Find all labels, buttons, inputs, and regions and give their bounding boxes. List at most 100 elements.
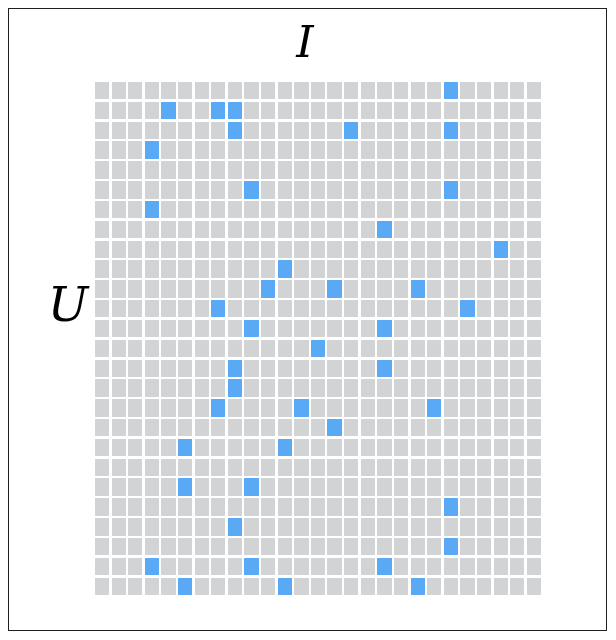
- matrix-cell: [427, 379, 442, 397]
- matrix-cell: [178, 498, 193, 516]
- matrix-cell: [493, 577, 508, 595]
- matrix-cell: [526, 280, 541, 298]
- matrix-cell: [178, 220, 193, 239]
- matrix-cell: [410, 557, 425, 576]
- matrix-cell: [277, 359, 292, 377]
- matrix-cell: [194, 200, 209, 219]
- matrix-cell: [443, 220, 458, 239]
- matrix-cell: [294, 300, 309, 318]
- matrix-cell: [261, 141, 276, 159]
- matrix-cell: [360, 478, 375, 496]
- matrix-cell: [327, 121, 342, 140]
- matrix-cell: [144, 300, 160, 318]
- matrix-cell: [443, 359, 458, 377]
- matrix-cell: [178, 82, 193, 100]
- matrix-cell: [310, 379, 326, 397]
- matrix-cell: [310, 319, 326, 338]
- matrix-cell: [128, 379, 143, 397]
- matrix-cell: [211, 537, 226, 556]
- matrix-cell: [327, 577, 342, 595]
- matrix-cell: [377, 181, 392, 199]
- matrix-cell: [277, 220, 292, 239]
- matrix-cell: [227, 438, 243, 457]
- matrix-cell: [493, 418, 508, 437]
- matrix-cell: [327, 498, 342, 516]
- matrix-cell: [377, 121, 392, 140]
- matrix-cell: [460, 498, 475, 516]
- matrix-cell: [526, 518, 541, 536]
- matrix-cell: [493, 438, 508, 457]
- matrix-cell: [178, 181, 193, 199]
- matrix-cell: [393, 260, 409, 278]
- matrix-cell: [194, 161, 209, 179]
- matrix-cell: [128, 537, 143, 556]
- matrix-cell: [493, 280, 508, 298]
- matrix-cell: [493, 121, 508, 140]
- matrix-cell: [377, 518, 392, 536]
- matrix-cell: [410, 537, 425, 556]
- matrix-cell: [178, 240, 193, 258]
- matrix-cell: [227, 141, 243, 159]
- matrix-cell: [178, 399, 193, 417]
- matrix-cell: [526, 577, 541, 595]
- matrix-cell: [377, 300, 392, 318]
- row-axis-label: U: [47, 277, 89, 333]
- matrix-cell: [344, 557, 359, 576]
- matrix-cell: [460, 478, 475, 496]
- matrix-cell: [427, 240, 442, 258]
- matrix-cell: [493, 557, 508, 576]
- matrix-cell: [377, 498, 392, 516]
- matrix-cell: [128, 498, 143, 516]
- matrix-cell: [244, 220, 259, 239]
- matrix-cell: [327, 339, 342, 358]
- matrix-cell: [360, 319, 375, 338]
- matrix-cell: [211, 577, 226, 595]
- matrix-cell: [427, 300, 442, 318]
- matrix-cell: [460, 181, 475, 199]
- matrix-cell: [227, 280, 243, 298]
- matrix-cell: [476, 359, 492, 377]
- matrix-cell: [427, 438, 442, 457]
- matrix-cell: [144, 220, 160, 239]
- matrix-cell: [327, 161, 342, 179]
- matrix-cell: [144, 359, 160, 377]
- matrix-cell: [476, 518, 492, 536]
- matrix-cell: [294, 537, 309, 556]
- matrix-cell: [178, 101, 193, 120]
- matrix-cell: [178, 121, 193, 140]
- matrix-cell: [427, 498, 442, 516]
- matrix-cell: [443, 418, 458, 437]
- matrix-cell: [277, 478, 292, 496]
- matrix-cell: [344, 200, 359, 219]
- matrix-cell: [194, 240, 209, 258]
- matrix-cell: [410, 220, 425, 239]
- matrix-cell: [277, 240, 292, 258]
- matrix-cell: [161, 577, 176, 595]
- matrix-cell: [410, 379, 425, 397]
- matrix-cell: [493, 478, 508, 496]
- matrix-cell: [178, 141, 193, 159]
- matrix-cell: [510, 418, 525, 437]
- matrix-cell: [144, 319, 160, 338]
- matrix-cell: [194, 280, 209, 298]
- matrix-cell: [493, 220, 508, 239]
- matrix-cell: [194, 82, 209, 100]
- matrix-cell: [310, 280, 326, 298]
- matrix-cell: [443, 82, 458, 100]
- matrix-cell: [178, 418, 193, 437]
- matrix-cell: [377, 339, 392, 358]
- matrix-cell: [227, 458, 243, 477]
- matrix-cell: [526, 220, 541, 239]
- matrix-cell: [526, 438, 541, 457]
- matrix-cell: [526, 161, 541, 179]
- matrix-cell: [526, 418, 541, 437]
- matrix-cell: [493, 200, 508, 219]
- matrix-cell: [161, 300, 176, 318]
- matrix-cell: [128, 260, 143, 278]
- matrix-cell: [393, 141, 409, 159]
- matrix-cell: [443, 537, 458, 556]
- matrix-cell: [211, 379, 226, 397]
- matrix-cell: [427, 121, 442, 140]
- matrix-cell: [510, 438, 525, 457]
- matrix-cell: [443, 498, 458, 516]
